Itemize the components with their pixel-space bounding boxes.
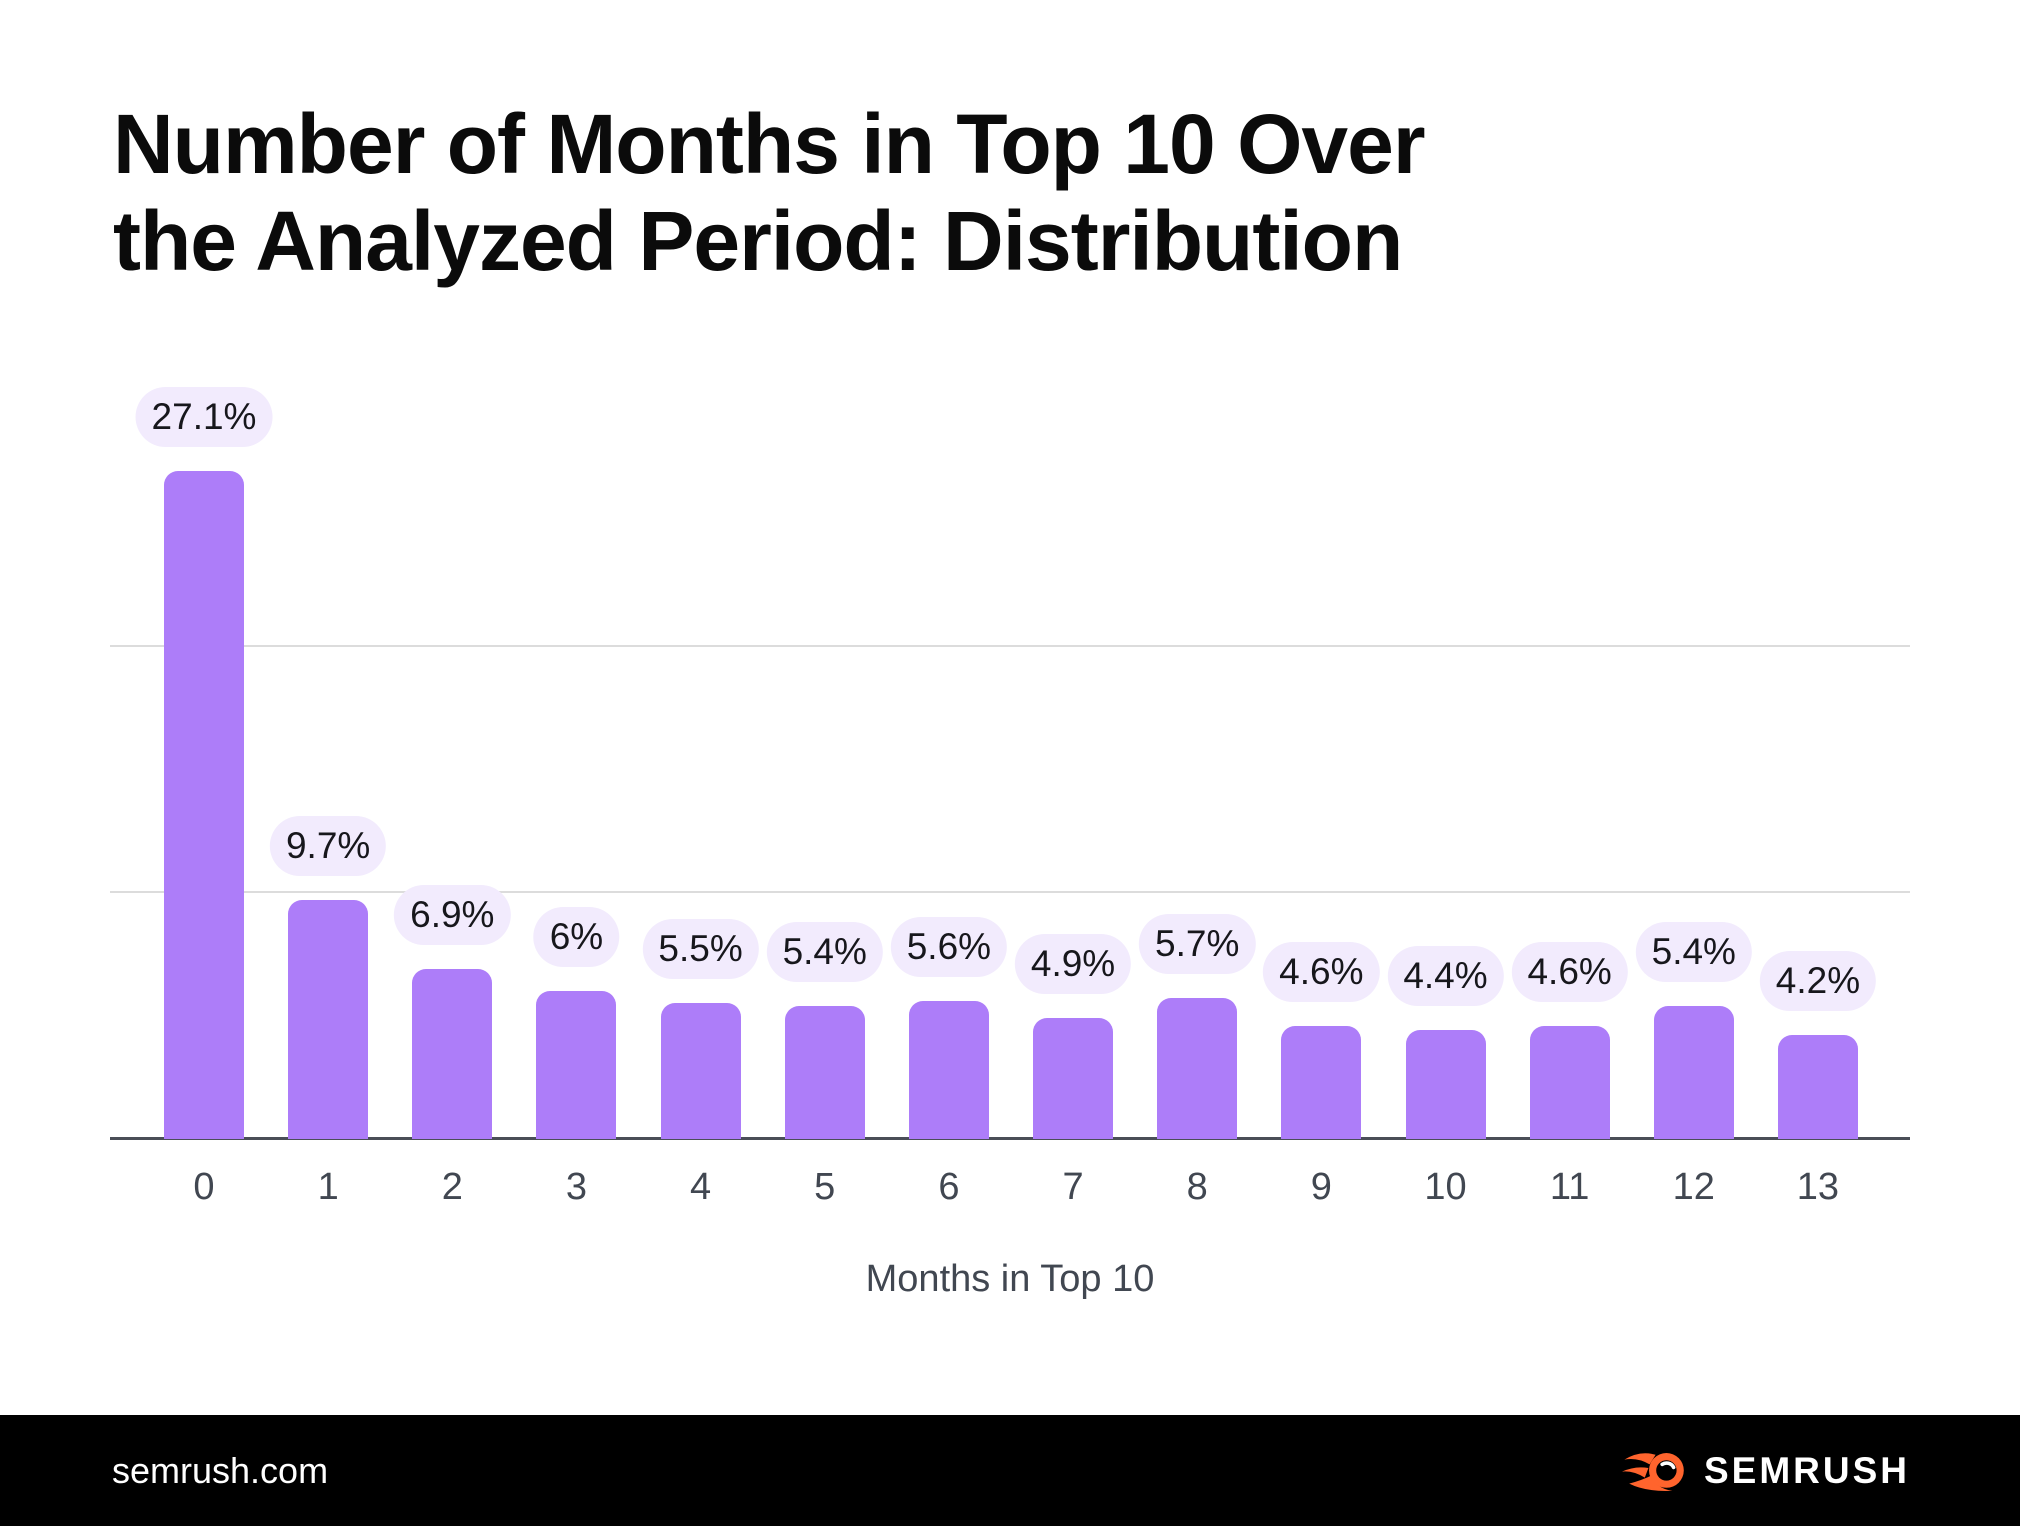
x-tick-label-9: 9 — [1310, 1166, 1332, 1208]
value-label-pill-month-6: 5.6% — [890, 916, 1008, 977]
value-label-pill-month-7: 4.9% — [1014, 934, 1132, 995]
value-label-pill-month-12: 5.4% — [1635, 921, 1752, 982]
x-tick-label-8: 8 — [1186, 1166, 1208, 1208]
site-url: semrush.com — [112, 1449, 329, 1491]
bar-month-12 — [1653, 1005, 1734, 1139]
bar-month-13 — [1777, 1035, 1858, 1139]
x-tick-label-5: 5 — [814, 1166, 836, 1208]
value-label-pill-month-5: 5.4% — [766, 921, 883, 982]
x-tick-label-10: 10 — [1424, 1166, 1467, 1208]
x-axis-title: Months in Top 10 — [865, 1258, 1155, 1300]
x-tick-label-13: 13 — [1796, 1166, 1840, 1208]
bar-month-3 — [536, 991, 617, 1139]
x-tick-label-3: 3 — [565, 1166, 588, 1208]
value-label-pill-month-4: 5.5% — [642, 919, 759, 980]
x-axis-line — [110, 1137, 1910, 1140]
gridline-10pct — [110, 891, 1910, 894]
value-label-pill-month-0: 27.1% — [135, 386, 273, 447]
bar-month-7 — [1033, 1018, 1114, 1139]
x-tick-label-1: 1 — [317, 1166, 339, 1208]
x-tick-label-7: 7 — [1062, 1166, 1084, 1208]
bar-month-5 — [784, 1005, 865, 1139]
value-label-pill-month-9: 4.6% — [1263, 941, 1380, 1002]
bar-month-11 — [1529, 1025, 1610, 1139]
value-label-pill-month-3: 6% — [533, 907, 620, 968]
bar-month-1 — [288, 899, 369, 1139]
value-label-pill-month-2: 6.9% — [394, 884, 511, 945]
x-tick-label-11: 11 — [1549, 1166, 1590, 1208]
x-tick-label-0: 0 — [193, 1166, 215, 1208]
bar-month-0 — [164, 470, 244, 1139]
semrush-flame-icon — [1621, 1452, 1684, 1491]
x-tick-label-12: 12 — [1672, 1166, 1715, 1208]
x-tick-label-6: 6 — [938, 1166, 960, 1208]
x-tick-label-4: 4 — [690, 1166, 712, 1208]
bar-month-8 — [1157, 998, 1238, 1139]
value-label-pill-month-13: 4.2% — [1759, 951, 1877, 1012]
value-label-pill-month-1: 9.7% — [269, 815, 387, 876]
value-label-pill-month-10: 4.4% — [1387, 946, 1504, 1007]
semrush-logo-wordmark: SEMRUSH — [1703, 1449, 1910, 1491]
value-label-pill-month-8: 5.7% — [1139, 914, 1256, 975]
gridline-20pct — [110, 644, 1910, 647]
bar-month-2 — [412, 968, 493, 1139]
x-tick-label-2: 2 — [441, 1166, 463, 1208]
bar-month-10 — [1405, 1030, 1486, 1139]
value-label-pill-month-11: 4.6% — [1511, 941, 1628, 1002]
footer-bar: semrush.com SEMRUSH — [0, 1415, 2020, 1526]
bar-month-9 — [1281, 1025, 1362, 1139]
bar-month-4 — [660, 1003, 741, 1139]
semrush-logo: SEMRUSH — [1621, 1449, 1910, 1492]
chart-title: Number of Months in Top 10 Over the Anal… — [113, 97, 1426, 288]
bar-month-6 — [908, 1000, 989, 1139]
